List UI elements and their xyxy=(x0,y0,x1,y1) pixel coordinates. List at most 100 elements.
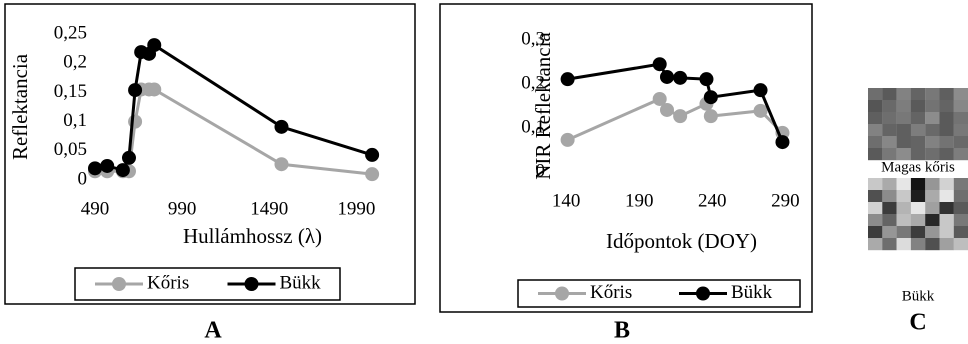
image-pixel xyxy=(954,226,968,238)
point xyxy=(147,38,161,52)
image-pixel xyxy=(868,202,882,214)
image-pixel xyxy=(954,214,968,226)
legend-label: Bükk xyxy=(731,282,773,303)
image-pixel xyxy=(911,124,925,136)
image-pixel xyxy=(882,112,896,124)
point xyxy=(653,57,667,71)
point xyxy=(754,83,768,97)
y-tick-label: 0 xyxy=(78,168,88,189)
y-tick-label: 0,05 xyxy=(54,139,87,160)
image-pixel xyxy=(882,214,896,226)
image-caption: Magas kőris xyxy=(881,159,955,175)
image-pixel xyxy=(954,148,968,160)
image-pixel xyxy=(954,202,968,214)
image-pixel xyxy=(940,88,954,100)
series-line xyxy=(95,89,372,174)
image-pixel xyxy=(940,136,954,148)
point xyxy=(365,167,379,181)
point xyxy=(100,159,114,173)
image-pixel xyxy=(954,100,968,112)
panel-label: C xyxy=(909,310,926,336)
image-caption: Bükk xyxy=(902,288,935,304)
x-tick-label: 490 xyxy=(81,198,110,219)
image-pixel xyxy=(868,178,882,190)
point xyxy=(147,82,161,96)
image-pixel xyxy=(911,178,925,190)
image-pixel xyxy=(868,88,882,100)
image-pixel xyxy=(897,100,911,112)
image-pixel xyxy=(868,136,882,148)
image-pixel xyxy=(925,148,939,160)
image-pixel xyxy=(882,226,896,238)
y-tick-label: 0,2 xyxy=(63,52,87,73)
point xyxy=(122,151,136,165)
x-tick-label: 240 xyxy=(698,190,727,211)
image-pixel xyxy=(925,238,939,250)
legend-marker xyxy=(112,277,126,291)
image-pixel xyxy=(882,136,896,148)
image-pixel xyxy=(897,202,911,214)
image-pixel xyxy=(925,214,939,226)
point xyxy=(128,83,142,97)
image-pixel xyxy=(882,190,896,202)
y-axis-title: NIR Reflektancia xyxy=(531,32,555,180)
y-tick-label: 0,25 xyxy=(54,22,87,43)
image-pixel xyxy=(940,238,954,250)
image-pixel xyxy=(940,112,954,124)
image-pixel xyxy=(954,238,968,250)
image-pixel xyxy=(868,190,882,202)
image-pixel xyxy=(882,178,896,190)
point xyxy=(673,71,687,85)
image-pixel xyxy=(925,226,939,238)
point xyxy=(704,109,718,123)
image-pixel xyxy=(911,190,925,202)
image-pixel xyxy=(868,148,882,160)
point xyxy=(561,72,575,86)
image-pixel xyxy=(940,124,954,136)
image-pixel xyxy=(897,238,911,250)
panel-frame xyxy=(440,4,812,312)
image-pixel xyxy=(925,88,939,100)
image-pixel xyxy=(868,214,882,226)
image-pixel xyxy=(911,148,925,160)
image-pixel xyxy=(897,112,911,124)
image-pixel xyxy=(954,190,968,202)
image-pixel xyxy=(940,148,954,160)
image-pixel xyxy=(940,190,954,202)
image-pixel xyxy=(911,100,925,112)
image-pixel xyxy=(940,100,954,112)
image-pixel xyxy=(882,88,896,100)
x-tick-label: 290 xyxy=(771,190,800,211)
image-pixel xyxy=(897,226,911,238)
image-pixel xyxy=(925,202,939,214)
point xyxy=(704,90,718,104)
image-pixel xyxy=(954,88,968,100)
image-pixel xyxy=(897,148,911,160)
y-tick-label: 0,15 xyxy=(54,81,87,102)
image-pixel xyxy=(868,238,882,250)
image-pixel xyxy=(897,178,911,190)
image-pixel xyxy=(897,124,911,136)
legend-label: Kőris xyxy=(147,272,189,293)
image-pixel xyxy=(882,202,896,214)
y-tick-label: 0,1 xyxy=(63,110,87,131)
point xyxy=(561,133,575,147)
point xyxy=(116,163,130,177)
x-axis-title: Időpontok (DOY) xyxy=(606,229,757,253)
image-pixel xyxy=(911,214,925,226)
point xyxy=(699,72,713,86)
image-pixel xyxy=(911,226,925,238)
image-pixel xyxy=(882,148,896,160)
image-pixel xyxy=(940,214,954,226)
x-tick-label: 1490 xyxy=(250,198,288,219)
panel-label: A xyxy=(204,318,222,344)
panel-label: B xyxy=(614,318,630,344)
point xyxy=(365,148,379,162)
image-pixel xyxy=(897,88,911,100)
point xyxy=(754,104,768,118)
image-pixel xyxy=(954,136,968,148)
image-pixel xyxy=(925,190,939,202)
image-pixel xyxy=(868,100,882,112)
x-tick-label: 990 xyxy=(168,198,197,219)
image-pixel xyxy=(940,178,954,190)
